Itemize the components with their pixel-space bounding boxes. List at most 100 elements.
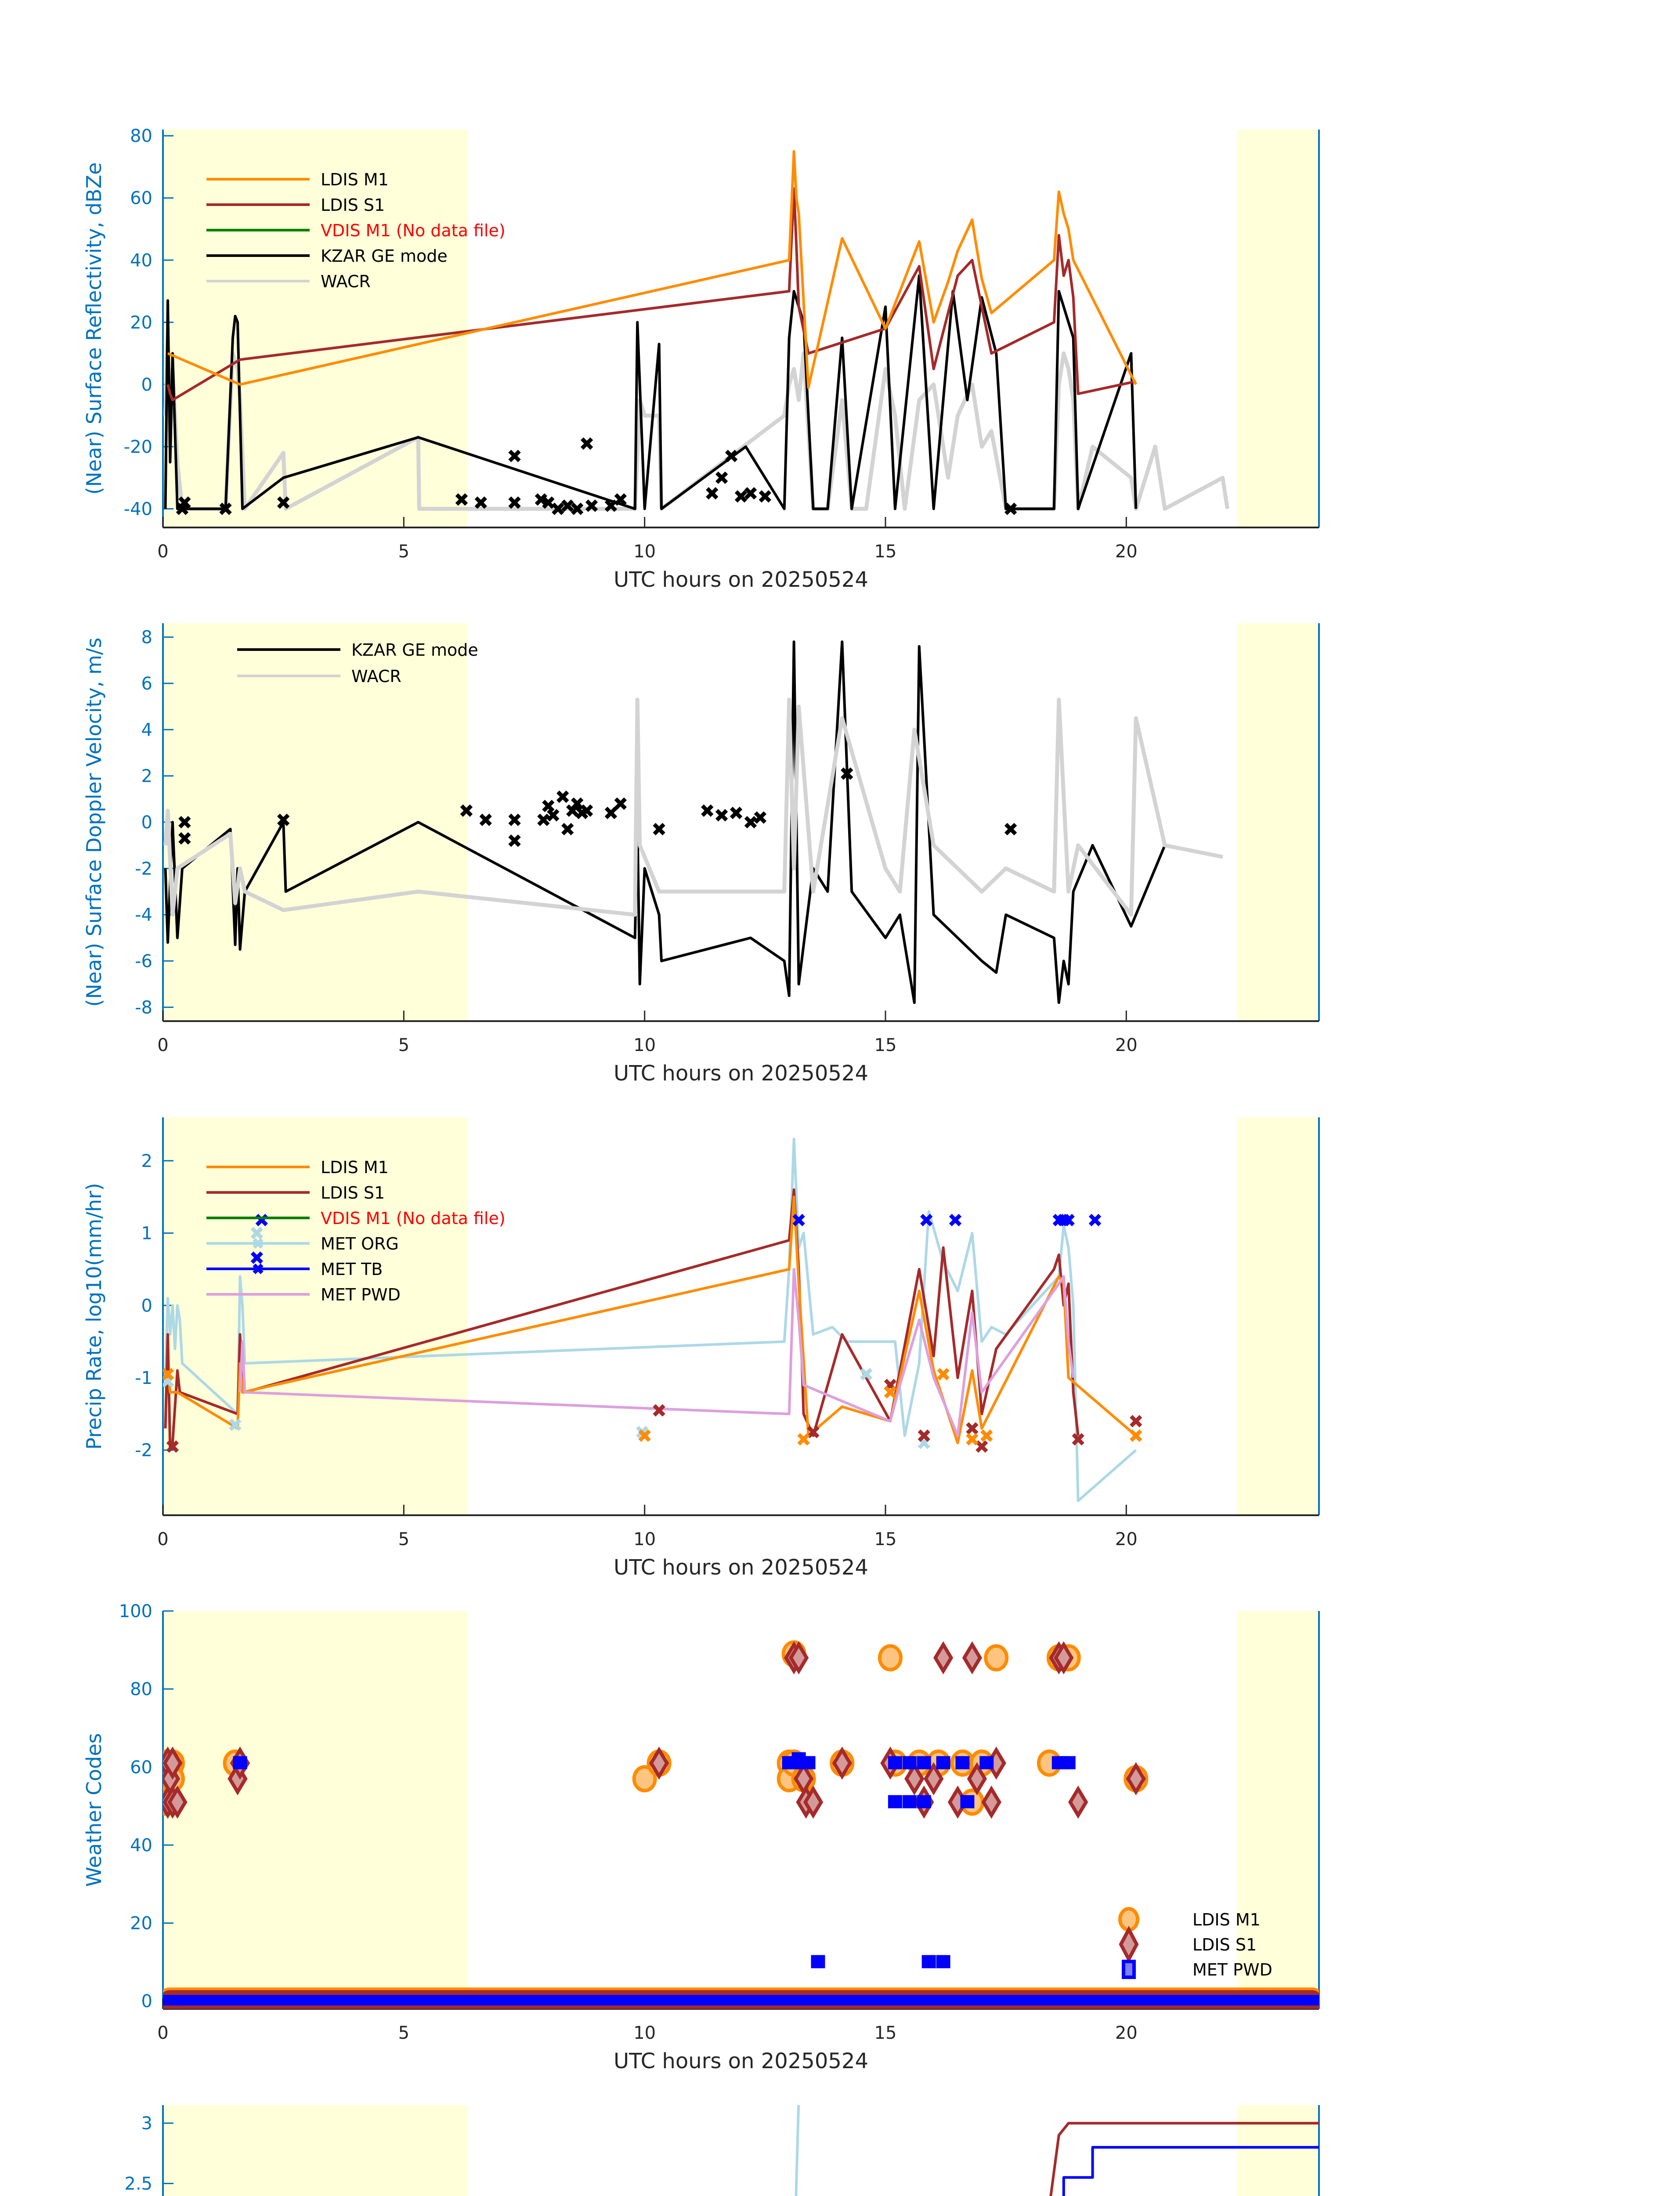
panel-doppler_velocity: 0 5 10 15 20 UTC hours on 20250524 -8 -6 -4 -2 0 2 4…	[82, 623, 1320, 1086]
y-tick-label: 40	[130, 250, 152, 271]
x-tick-label: 0	[157, 1529, 168, 1549]
ldis-s1-marker	[163, 1746, 183, 1780]
x-tick-label: 20	[1115, 1529, 1138, 1549]
y-tick-label: 2	[141, 1151, 152, 1171]
met-pwd-marker	[888, 1795, 902, 1809]
marker-kzar-ge-mode	[744, 487, 757, 500]
y-tick-label: 0	[141, 375, 152, 395]
ldis-m1-marker	[632, 1765, 657, 1792]
shaded-region	[163, 623, 468, 1021]
marker-kzar-ge-mode	[178, 816, 191, 829]
y-tick-label: -8	[135, 997, 152, 1018]
legend-label: MET ORG	[321, 1234, 399, 1253]
marker-ldis-m1	[937, 1368, 950, 1380]
y-axis-label: (Near) Surface Reflectivity, dBZe	[82, 163, 106, 495]
marker-kzar-ge-mode	[1004, 823, 1017, 835]
marker-kzar-ge-mode	[725, 450, 738, 462]
marker-kzar-ge-mode	[841, 767, 853, 780]
marker-kzar-ge-mode	[653, 823, 665, 835]
series-ldis-s1	[166, 187, 1136, 401]
x-tick-label: 0	[157, 542, 168, 562]
y-tick-label: 20	[130, 1914, 152, 1934]
x-tick-label: 10	[633, 542, 656, 562]
y-tick-label: 2	[141, 766, 152, 787]
shaded-region	[1237, 623, 1319, 1021]
y-tick-label: 40	[130, 1835, 152, 1856]
y-tick-label: 0	[141, 1296, 152, 1316]
met-pwd-marker	[888, 1756, 902, 1770]
y-tick-label: 20	[130, 313, 152, 333]
marker-met-tb	[1088, 1214, 1102, 1227]
legend-label: LDIS S1	[321, 1183, 385, 1203]
marker-kzar-ge-mode	[730, 806, 743, 820]
x-tick-label: 0	[157, 2023, 168, 2043]
marker-kzar-ge-mode	[460, 804, 473, 817]
marker-met-org	[860, 1368, 873, 1380]
plot-area	[163, 1640, 1319, 2009]
marker-kzar-ge-mode	[508, 834, 521, 847]
legend: KZAR GE mode WACR	[237, 640, 478, 686]
x-axis-label: UTC hours on 20250524	[614, 2049, 868, 2073]
y-tick-label: 60	[130, 188, 152, 209]
met-pwd-marker	[921, 1955, 936, 1968]
y-tick-label: -40	[124, 499, 152, 520]
marker-kzar-ge-mode	[455, 493, 468, 506]
series-met-tb	[1062, 2146, 1319, 2196]
marker-ldis-s1	[807, 1426, 820, 1438]
marker-kzar-ge-mode	[537, 813, 550, 826]
marker-met-org	[250, 1227, 264, 1239]
y-axis-label: Precip Rate, log10(mm/hr)	[82, 1183, 106, 1449]
met-pwd-marker	[960, 1795, 975, 1809]
shaded-region	[163, 1611, 468, 2009]
legend-x-marker-icon	[253, 1263, 264, 1275]
marker-ldis-s1	[166, 1440, 179, 1453]
ldis-m1-marker	[878, 1644, 903, 1672]
marker-kzar-ge-mode	[552, 502, 564, 515]
legend-label: LDIS S1	[321, 195, 385, 215]
y-axis-label: (Near) Surface Doppler Velocity, m/s	[82, 638, 106, 1007]
marker-ldis-m1	[884, 1386, 897, 1399]
met-pwd-marker	[902, 1756, 917, 1770]
ldis-s1-marker	[788, 1641, 809, 1675]
x-tick-label: 10	[633, 1035, 656, 1055]
ldis-m1-marker	[984, 1644, 1009, 1672]
x-tick-label: 20	[1115, 542, 1138, 562]
series-ldis-m1	[167, 150, 1137, 389]
marker-kzar-ge-mode	[734, 490, 748, 503]
y-tick-label: 60	[130, 1757, 152, 1777]
shaded-region	[163, 1117, 468, 1515]
marker-ldis-m1	[163, 1368, 174, 1380]
marker-ldis-s1	[1130, 1415, 1142, 1428]
x-tick-label: 5	[398, 2023, 409, 2043]
y-tick-label: -2	[135, 1441, 152, 1461]
series-ldis-s1	[1049, 2122, 1319, 2196]
met-pwd-marker	[917, 1756, 931, 1770]
met-pwd-marker	[936, 1955, 950, 1968]
y-tick-label: 80	[130, 1680, 152, 1700]
y-tick-label: 8	[141, 628, 152, 648]
marker-kzar-ge-mode	[561, 499, 574, 512]
baseline-met-pwd	[163, 1995, 1319, 2006]
marker-kzar-ge-mode	[479, 813, 492, 826]
ldis-s1-marker	[904, 1762, 925, 1795]
legend-square-icon	[1122, 1960, 1136, 1979]
ldis-s1-marker	[803, 1785, 824, 1819]
shaded-region	[1237, 1611, 1319, 2009]
series-ldis-m1	[166, 1196, 1137, 1445]
legend-label: LDIS M1	[321, 1158, 389, 1177]
marker-kzar-ge-mode	[759, 490, 772, 503]
panel-precip_rate: 0 5 10 15 20 UTC hours on 20250524 -2 -1 0 1 2 Prec…	[82, 1117, 1320, 1580]
y-tick-label: 3	[141, 2113, 152, 2134]
legend-label: WACR	[351, 667, 401, 686]
ldis-s1-marker	[967, 1762, 987, 1795]
x-tick-label: 15	[874, 1035, 897, 1055]
marker-kzar-ge-mode	[715, 471, 728, 484]
marker-kzar-ge-mode	[614, 797, 627, 810]
ldis-s1-marker	[649, 1746, 669, 1780]
x-tick-label: 15	[874, 1529, 897, 1549]
ldis-s1-marker	[1054, 1641, 1074, 1675]
met-pwd-marker	[936, 1756, 950, 1770]
y-axis-label: Weather Codes	[82, 1733, 106, 1887]
